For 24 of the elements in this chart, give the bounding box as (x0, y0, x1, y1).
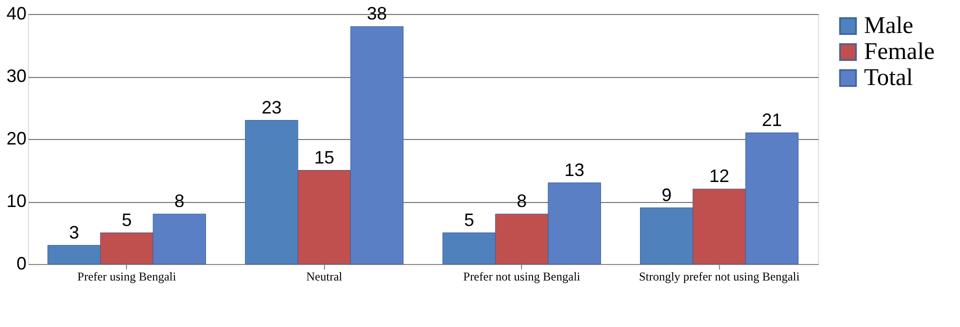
data-label: 9 (662, 184, 672, 205)
data-label: 13 (564, 160, 584, 180)
data-label: 21 (762, 110, 782, 130)
data-label: 3 (69, 222, 80, 242)
data-label: 38 (366, 4, 387, 24)
x-tick-label: Neutral (306, 270, 343, 284)
x-tick-label: Prefer not using Bengali (463, 270, 581, 284)
legend-label: Total (864, 65, 914, 91)
y-tick-label: 20 (6, 128, 26, 148)
data-label: 23 (262, 97, 282, 118)
data-label: 5 (122, 210, 132, 230)
x-tick-label: Prefer using Bengali (77, 270, 177, 284)
data-label: 8 (174, 191, 184, 211)
y-tick-label: 40 (6, 4, 26, 24)
data-label: 5 (464, 210, 474, 230)
y-tick-label: 0 (16, 254, 26, 274)
data-label: 12 (709, 166, 730, 186)
data-label: 8 (516, 191, 527, 211)
data-label: 15 (314, 147, 334, 168)
y-tick-label: 30 (6, 66, 26, 86)
legend-label: Female (864, 39, 935, 65)
x-tick-label: Strongly prefer not using Bengali (638, 270, 800, 284)
y-tick-label: 10 (6, 191, 26, 211)
legend-label: Male (864, 13, 914, 39)
